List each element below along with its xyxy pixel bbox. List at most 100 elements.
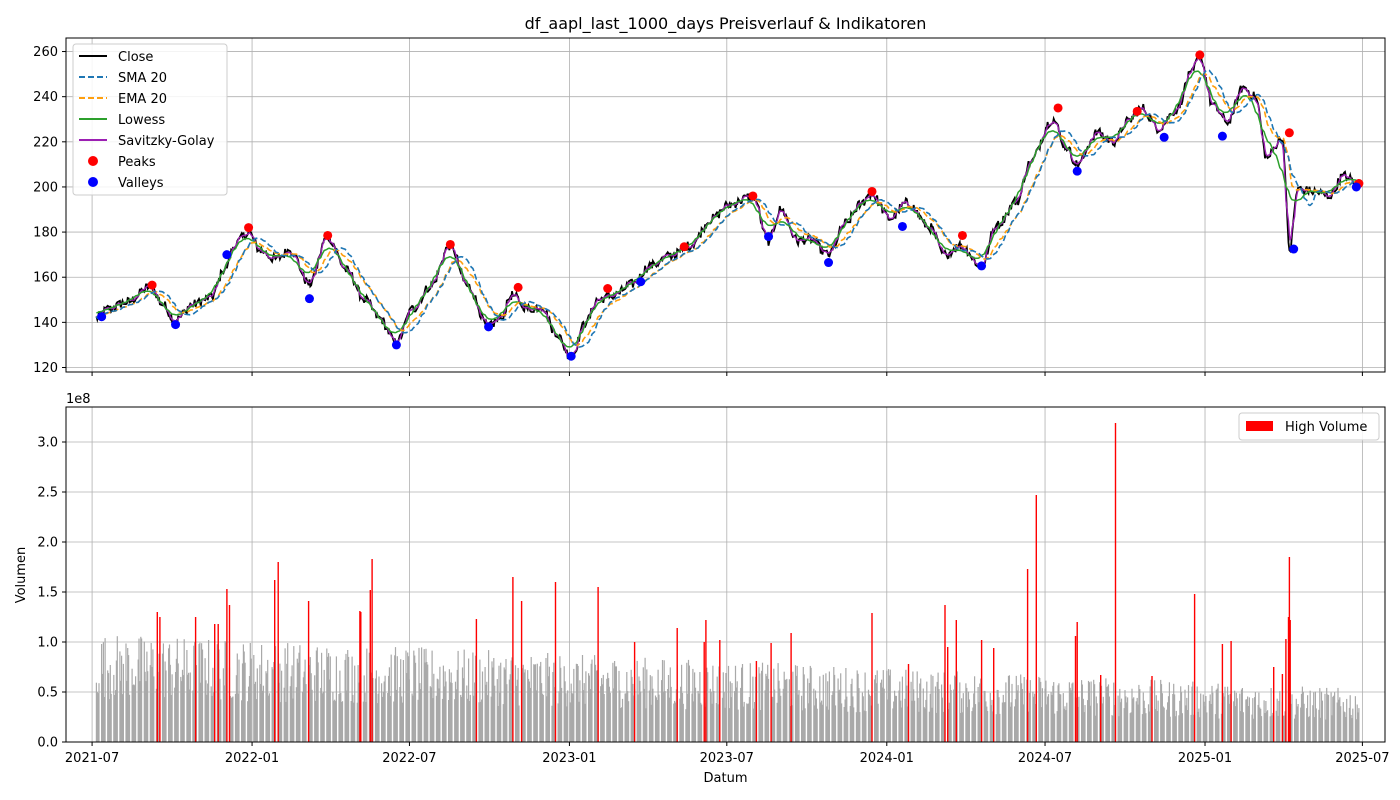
volume-bar	[450, 672, 452, 742]
volume-bar	[1354, 696, 1356, 742]
volume-bar	[405, 650, 407, 742]
volume-bar	[573, 668, 575, 742]
volume-bar	[682, 703, 684, 742]
volume-bar	[1065, 710, 1067, 742]
volume-bar	[688, 665, 690, 742]
volume-bar	[558, 691, 560, 742]
volume-bar	[938, 689, 940, 742]
volume-bar	[1005, 682, 1007, 742]
volume-bar	[1118, 716, 1120, 742]
volume-bar	[980, 678, 982, 742]
volume-bar	[1173, 683, 1175, 742]
volume-bar	[395, 689, 397, 742]
volume-bar	[1138, 684, 1140, 742]
high-volume-bar	[871, 613, 873, 742]
volume-bar	[1200, 693, 1202, 742]
volume-bar	[1240, 689, 1243, 742]
volume-bar	[841, 703, 843, 742]
volume-bar	[1154, 680, 1156, 742]
volume-bar	[1041, 688, 1043, 742]
volume-bar	[1340, 706, 1342, 742]
volume-y-tick-label: 1.5	[37, 586, 58, 601]
volume-bar	[819, 676, 821, 742]
volume-bar	[281, 670, 283, 742]
volume-bar	[759, 673, 761, 742]
volume-bar	[292, 698, 294, 742]
volume-bar	[523, 672, 525, 742]
volume-bar	[183, 639, 185, 742]
volume-bar	[121, 655, 123, 742]
volume-bar	[729, 681, 731, 742]
volume-bar	[108, 673, 110, 742]
volume-bar	[1355, 719, 1357, 742]
valley-point	[97, 312, 107, 322]
volume-bar	[480, 701, 482, 742]
volume-bar	[1349, 695, 1351, 742]
volume-bar	[494, 685, 496, 742]
high-volume-bar	[770, 643, 772, 742]
volume-bar	[619, 690, 621, 742]
volume-bar	[571, 693, 573, 742]
volume-bar	[575, 663, 577, 742]
volume-bar	[1227, 694, 1230, 742]
volume-bar	[1179, 700, 1181, 742]
volume-bar	[1038, 676, 1040, 742]
volume-bar	[974, 676, 976, 742]
volume-bar	[381, 683, 383, 742]
volume-bar	[128, 694, 131, 742]
volume-bar	[624, 693, 626, 742]
high-volume-bar	[520, 601, 523, 742]
volume-bar	[1089, 705, 1091, 742]
volume-bar	[1307, 695, 1309, 742]
volume-bar	[918, 711, 920, 742]
high-volume-bar	[1026, 569, 1029, 742]
volume-bar	[1160, 679, 1162, 742]
volume-bar	[1212, 692, 1214, 742]
volume-bar	[402, 660, 404, 742]
volume-bar	[929, 693, 931, 742]
volume-bar	[640, 691, 642, 742]
volume-bar	[582, 690, 584, 742]
volume-bar	[956, 671, 958, 742]
volume-bar	[1234, 706, 1236, 742]
volume-bar	[515, 685, 517, 742]
volume-bar	[1279, 691, 1281, 742]
volume-bar	[344, 659, 346, 742]
volume-bar	[1346, 698, 1348, 742]
volume-bar	[985, 701, 987, 742]
volume-bar	[1133, 697, 1135, 742]
volume-bar	[607, 672, 609, 742]
volume-bar	[1051, 694, 1053, 742]
volume-y-ticks: 0.0 0.5 1.0 1.5 2.0 2.5 3.0	[37, 436, 66, 751]
volume-bar	[754, 676, 757, 742]
volume-bar	[646, 669, 648, 742]
volume-bar	[394, 655, 396, 742]
volume-bar	[906, 685, 908, 742]
volume-bar	[1307, 717, 1310, 742]
high-volume-bar	[703, 642, 705, 742]
volume-bar	[913, 689, 915, 742]
volume-bar	[1137, 704, 1139, 742]
volume-bar	[1124, 690, 1126, 742]
volume-bar	[437, 679, 439, 742]
volume-bar	[784, 679, 786, 742]
volume-bar	[875, 683, 877, 742]
volume-bars	[95, 423, 1360, 742]
volume-bar	[1325, 719, 1327, 742]
volume-bar	[421, 647, 423, 742]
volume-bar	[1208, 700, 1210, 742]
volume-bar	[351, 656, 353, 742]
volume-bar	[150, 643, 152, 742]
volume-bar	[255, 699, 257, 742]
volume-bar	[368, 652, 370, 742]
volume-bar	[510, 660, 512, 742]
volume-bar	[1180, 692, 1183, 742]
volume-bar	[1269, 716, 1271, 742]
volume-bar	[874, 679, 876, 742]
volume-bar	[1198, 708, 1200, 742]
volume-bar	[1192, 681, 1194, 742]
volume-bar	[942, 711, 944, 742]
volume-bar	[1113, 682, 1115, 742]
volume-bar	[971, 711, 973, 742]
volume-bar	[834, 674, 836, 742]
